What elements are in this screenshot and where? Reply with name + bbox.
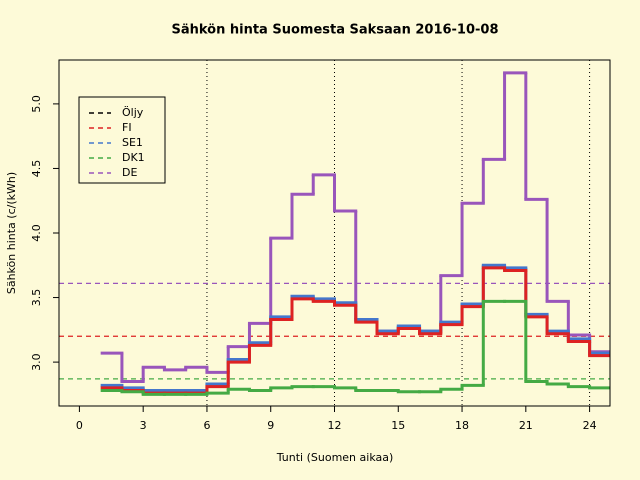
y-axis-label: Sähkön hinta (c/(kWh) <box>5 172 18 294</box>
y-tick-label: 3.0 <box>30 353 43 371</box>
x-tick-label: 3 <box>140 419 147 432</box>
legend: Öljy FI SE1 DK1 DE <box>78 96 166 184</box>
legend-label: DK1 <box>122 151 145 164</box>
x-tick-label: 24 <box>583 419 597 432</box>
y-tick-label: 4.0 <box>30 224 43 242</box>
x-tick-label: 18 <box>455 419 469 432</box>
x-tick-label: 12 <box>328 419 342 432</box>
y-tick-label: 3.5 <box>30 289 43 307</box>
x-tick-label: 21 <box>519 419 533 432</box>
x-axis-label: Tunti (Suomen aikaa) <box>276 451 394 464</box>
y-tick-label: 4.5 <box>30 160 43 178</box>
x-tick-label: 9 <box>267 419 274 432</box>
x-tick-label: 15 <box>391 419 405 432</box>
legend-label: DE <box>122 166 137 179</box>
x-tick-label: 6 <box>203 419 210 432</box>
chart-title: Sähkön hinta Suomesta Saksaan 2016-10-08 <box>171 23 498 38</box>
legend-label: Öljy <box>122 106 144 119</box>
legend-label: FI <box>122 121 132 134</box>
x-tick-label: 0 <box>76 419 83 432</box>
legend-label: SE1 <box>122 136 143 149</box>
y-tick-label: 5.0 <box>30 95 43 113</box>
legend-box <box>78 96 166 184</box>
plot-area <box>59 60 610 406</box>
